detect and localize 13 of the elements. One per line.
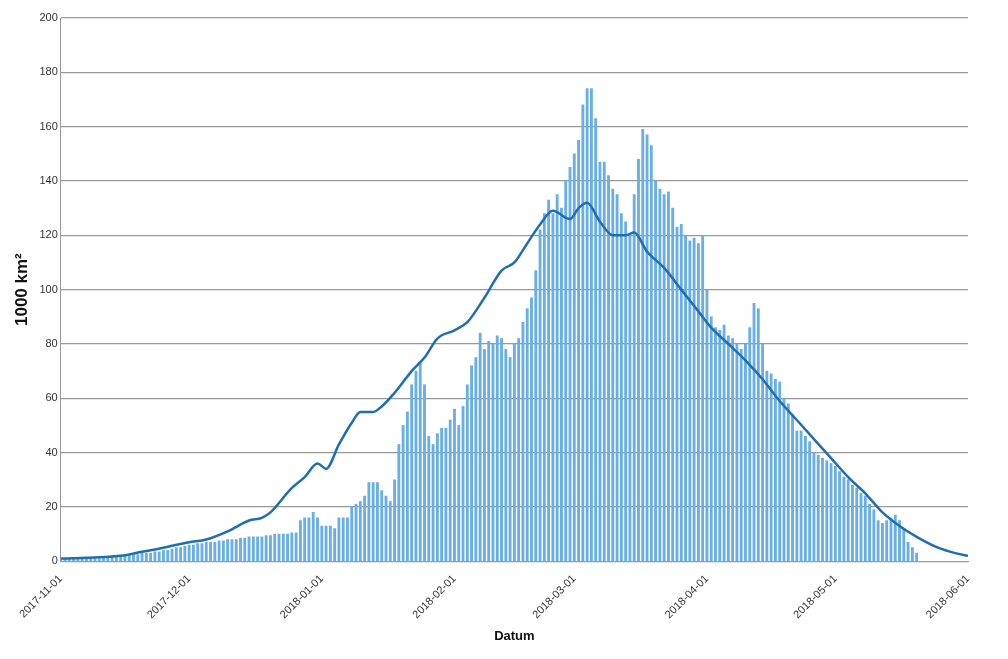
y-tick-label: 120 bbox=[39, 228, 58, 241]
y-tick-label: 40 bbox=[45, 445, 58, 458]
y-tick-label: 180 bbox=[39, 65, 58, 78]
y-tick-label: 0 bbox=[51, 554, 58, 567]
y-tick-label: 20 bbox=[45, 499, 58, 512]
x-axis-title: Datum bbox=[494, 627, 535, 643]
y-tick-label: 200 bbox=[39, 11, 58, 24]
y-tick-label: 80 bbox=[45, 337, 58, 349]
y-tick-label: 60 bbox=[45, 391, 58, 404]
y-tick-label: 100 bbox=[39, 282, 58, 295]
y-axis-title: 1000 km² bbox=[11, 252, 31, 327]
y-tick-label: 160 bbox=[39, 119, 58, 132]
y-tick-label: 140 bbox=[39, 174, 58, 187]
